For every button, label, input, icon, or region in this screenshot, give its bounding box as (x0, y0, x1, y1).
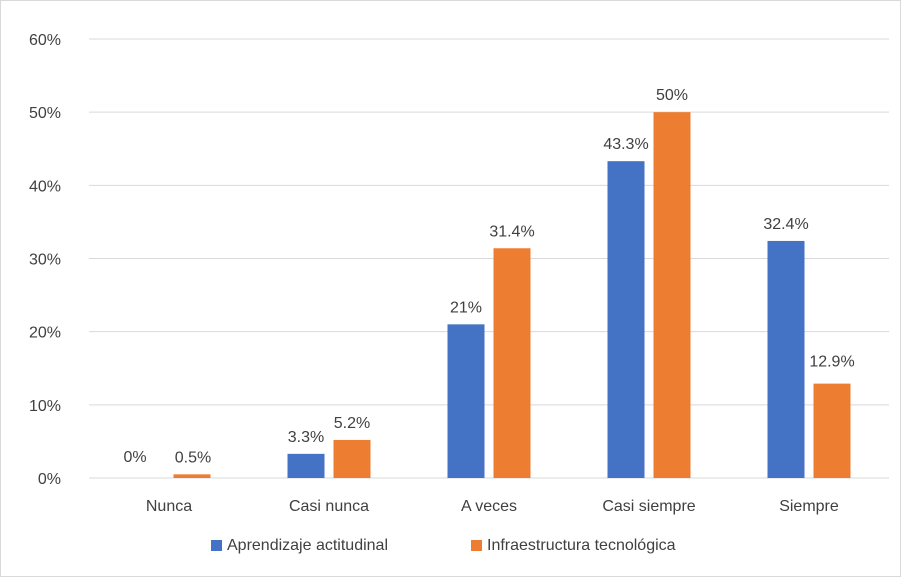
bar-aprendizaje (287, 453, 325, 478)
x-category-label: Casi siempre (602, 498, 695, 515)
y-tick-label: 0% (38, 471, 61, 488)
x-category-label: A veces (461, 498, 517, 515)
legend: Aprendizaje actitudinal Infraestructura t… (211, 537, 676, 554)
data-label: 31.4% (489, 223, 534, 240)
data-label: 3.3% (288, 429, 324, 446)
data-label: 50% (656, 87, 688, 104)
y-tick-label: 30% (29, 252, 61, 269)
y-axis-tick-labels: 0% 10% 20% 30% 40% 50% 60% (29, 32, 61, 488)
y-tick-label: 20% (29, 325, 61, 342)
legend-label: Aprendizaje actitudinal (227, 537, 388, 554)
y-tick-label: 50% (29, 105, 61, 122)
bar-aprendizaje (767, 240, 805, 478)
x-category-label: Nunca (146, 498, 192, 515)
x-category-label: Casi nunca (289, 498, 369, 515)
legend-swatch (211, 540, 222, 551)
x-category-label: Siempre (779, 498, 839, 515)
data-label: 12.9% (809, 354, 854, 371)
x-axis-category-labels: Nunca Casi nunca A veces Casi siempre Siempr… (146, 498, 839, 515)
bar-aprendizaje (447, 324, 485, 478)
data-label: 43.3% (603, 136, 648, 153)
data-label: 0% (123, 449, 146, 466)
data-label: 32.4% (763, 216, 808, 233)
data-label: 0.5% (175, 449, 211, 466)
bar-infraestructura (333, 439, 371, 478)
bar-infraestructura (493, 248, 531, 478)
data-label: 21% (450, 299, 482, 316)
bar-infraestructura (653, 112, 691, 479)
gridlines (89, 38, 889, 479)
data-label: 5.2% (334, 415, 370, 432)
y-tick-label: 40% (29, 178, 61, 195)
legend-label: Infraestructura tecnológica (487, 537, 676, 554)
bar-infraestructura (173, 474, 211, 478)
data-labels: 0% 0.5% 3.3% 5.2% 21% 31.4% 43.3% 50% 32.4% 12.9% (123, 87, 854, 466)
bar-aprendizaje (607, 161, 645, 478)
y-tick-label: 10% (29, 398, 61, 415)
legend-swatch (471, 540, 482, 551)
bars (173, 112, 851, 479)
bar-infraestructura (813, 383, 851, 478)
y-tick-label: 60% (29, 32, 61, 49)
